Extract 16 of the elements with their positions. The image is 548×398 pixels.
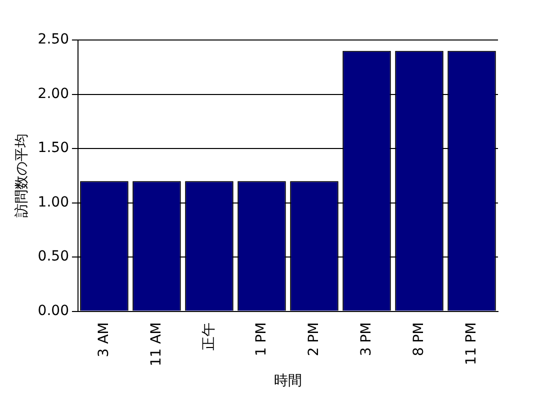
x-tick-label: 11 PM	[463, 322, 480, 366]
x-tick-label: 正午	[200, 322, 217, 350]
x-tick-label: 3 PM	[358, 322, 374, 356]
x-tick-label: 1 PM	[253, 322, 270, 356]
x-tick-label: 11 AM	[148, 322, 164, 366]
y-tick-label: 2.50	[38, 32, 69, 48]
y-tick-label: 0.00	[38, 302, 69, 319]
y-tick-label: 0.50	[38, 248, 69, 265]
x-tick-label: 3 AM	[96, 322, 112, 358]
y-tick-label: 1.00	[38, 194, 69, 210]
x-axis-title: 時間	[274, 373, 302, 390]
y-tick-label: 2.00	[38, 86, 69, 102]
y-axis-title: 訪問数の平均	[14, 134, 30, 218]
y-tick-label: 1.50	[38, 140, 69, 156]
x-tick-label: 8 PM	[410, 322, 427, 356]
x-tick-label: 2 PM	[306, 322, 322, 356]
